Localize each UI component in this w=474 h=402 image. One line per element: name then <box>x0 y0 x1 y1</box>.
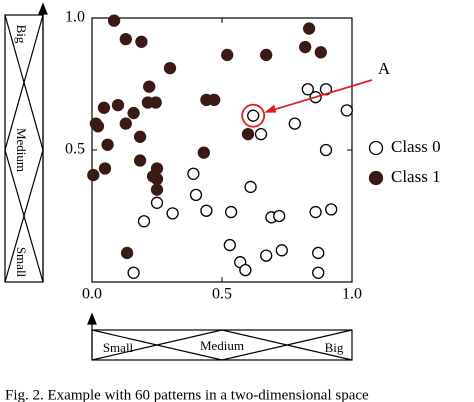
point <box>221 48 234 62</box>
point <box>107 14 121 27</box>
x-mf-line <box>91 329 353 361</box>
x-tick-label: 1.0 <box>342 286 362 303</box>
point <box>200 204 213 217</box>
x-mf-label: Big <box>325 340 344 355</box>
point <box>254 128 268 141</box>
point <box>119 117 132 130</box>
point <box>150 196 164 209</box>
point <box>127 266 140 279</box>
point <box>208 93 221 106</box>
x-mf-label: Small <box>103 340 134 355</box>
point <box>150 183 164 196</box>
point <box>120 246 134 260</box>
point <box>111 98 125 112</box>
point <box>239 263 252 277</box>
point <box>119 32 132 46</box>
point <box>260 48 273 62</box>
point <box>133 130 147 143</box>
x-mf-arrow <box>87 312 97 325</box>
point <box>150 162 164 175</box>
point <box>187 167 200 180</box>
point <box>189 188 203 202</box>
x-mf-line <box>91 329 353 361</box>
y-mf-arrow <box>38 2 48 15</box>
point <box>309 205 322 219</box>
y-mf-label: Big <box>14 25 29 44</box>
point <box>150 172 164 186</box>
y-mf-label: Medium <box>14 128 29 172</box>
point <box>143 80 156 93</box>
point <box>325 203 338 216</box>
point <box>314 46 327 59</box>
legend-label: Class 0 <box>391 137 441 156</box>
point <box>224 205 238 219</box>
y-mf-line <box>4 14 44 283</box>
y-tick-label: 0.5 <box>65 141 85 158</box>
point <box>241 128 255 141</box>
annotation-circle <box>241 103 266 128</box>
point <box>275 244 288 257</box>
legend-marker <box>368 140 384 156</box>
point <box>319 143 333 157</box>
point <box>312 246 325 260</box>
point <box>302 22 316 35</box>
point <box>87 168 100 182</box>
point <box>97 101 111 114</box>
x-tick-label: 0.0 <box>82 286 102 303</box>
annotation-label: A <box>378 59 391 78</box>
point <box>98 162 112 175</box>
point <box>101 138 114 151</box>
point <box>244 180 257 194</box>
point <box>340 104 353 117</box>
point <box>166 207 179 220</box>
x-mf-label: Medium <box>200 338 244 353</box>
point <box>163 62 177 75</box>
point <box>133 154 147 167</box>
point <box>127 106 140 120</box>
point <box>135 35 148 48</box>
point <box>312 266 325 279</box>
caption: Fig. 2. Example with 60 patterns in a tw… <box>5 387 369 402</box>
point <box>247 109 260 122</box>
y-mf-label: Small <box>14 247 29 278</box>
x-membership <box>87 312 353 361</box>
point <box>273 209 286 223</box>
point <box>260 249 273 262</box>
annotation-arrow <box>266 79 373 113</box>
point <box>91 120 105 133</box>
x-tick-label: 0.5 <box>212 286 232 303</box>
point <box>223 238 236 252</box>
point <box>149 96 162 109</box>
y-tick-label: 1.0 <box>65 9 85 26</box>
y-membership <box>4 2 48 283</box>
point <box>301 83 314 96</box>
point <box>137 215 151 228</box>
legend-label: Class 1 <box>391 167 441 186</box>
point <box>197 146 210 159</box>
point <box>299 40 312 54</box>
annotation-arrowhead <box>264 104 277 113</box>
point <box>288 117 301 130</box>
legend-marker <box>368 170 384 186</box>
